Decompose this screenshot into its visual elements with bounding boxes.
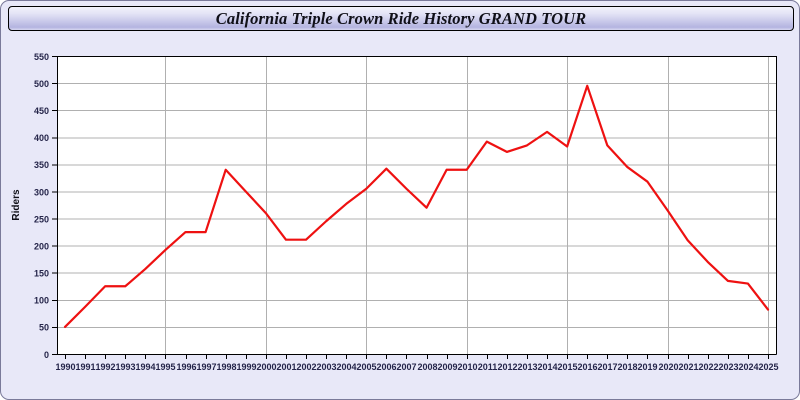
x-tick-label: 2025 xyxy=(758,362,778,372)
y-tick-label: 450 xyxy=(34,106,49,116)
x-tick-label: 2008 xyxy=(417,362,437,372)
x-tick-label: 2004 xyxy=(336,362,356,372)
y-tick-label: 250 xyxy=(34,214,49,224)
x-tick-label: 2014 xyxy=(537,362,557,372)
x-tick-label: 2013 xyxy=(517,362,537,372)
chart-title-bar: California Triple Crown Ride History GRA… xyxy=(8,6,794,31)
y-tick-label: 150 xyxy=(34,269,49,279)
y-tick-label: 50 xyxy=(39,323,49,333)
y-tick-label: 100 xyxy=(34,296,49,306)
x-tick-label: 2002 xyxy=(296,362,316,372)
x-tick-label: 2017 xyxy=(597,362,617,372)
x-tick-label: 2003 xyxy=(316,362,336,372)
x-tick-label: 2023 xyxy=(718,362,738,372)
riders-series-line xyxy=(63,84,770,329)
x-tick-label: 2005 xyxy=(356,362,376,372)
x-axis-ticks: 1990 1991 1992 1993 1994 1995 1996 1997 1998 1999… xyxy=(55,354,779,372)
x-tick-label: 2011 xyxy=(478,362,498,372)
x-tick-label: 2021 xyxy=(678,362,698,372)
x-tick-label: 1995 xyxy=(155,362,175,372)
x-tick-label: 2007 xyxy=(396,362,416,372)
x-tick-label: 2016 xyxy=(577,362,597,372)
x-tick-label: 1997 xyxy=(196,362,216,372)
x-tick-label: 2018 xyxy=(617,362,637,372)
x-tick-label: 2024 xyxy=(738,362,758,372)
x-tick-label: 1996 xyxy=(176,362,196,372)
x-tick-label: 2009 xyxy=(437,362,457,372)
y-axis-ticks: 0 50 100 150 200 250 300 350 400 450 500 550 xyxy=(34,52,57,360)
y-tick-label: 500 xyxy=(34,79,49,89)
x-tick-label: 2001 xyxy=(276,362,296,372)
x-tick-label: 2020 xyxy=(658,362,678,372)
x-tick-label: 1992 xyxy=(95,362,115,372)
y-tick-label: 550 xyxy=(34,52,49,62)
x-tick-label: 2006 xyxy=(376,362,396,372)
y-tick-label: 400 xyxy=(34,133,49,143)
x-tick-label: 2019 xyxy=(637,362,657,372)
x-tick-label: 1993 xyxy=(115,362,135,372)
plot-background xyxy=(57,56,776,354)
x-tick-label: 2000 xyxy=(256,362,276,372)
x-tick-label: 1991 xyxy=(75,362,95,372)
y-axis-label: Riders xyxy=(11,189,22,221)
x-tick-label: 2012 xyxy=(497,362,517,372)
x-tick-label: 2015 xyxy=(557,362,577,372)
x-tick-label: 2010 xyxy=(457,362,477,372)
page-title: California Triple Crown Ride History GRA… xyxy=(215,8,587,28)
x-gridlines xyxy=(165,56,769,354)
y-tick-label: 200 xyxy=(34,241,49,251)
x-tick-label: 1998 xyxy=(216,362,236,372)
y-tick-label: 0 xyxy=(44,350,49,360)
plot-area-container: 0 50 100 150 200 250 300 350 400 450 500 550 1990 19… xyxy=(1,34,799,399)
x-tick-label: 1999 xyxy=(236,362,256,372)
x-tick-label: 1994 xyxy=(135,362,155,372)
x-tick-label: 2022 xyxy=(698,362,718,372)
y-tick-label: 350 xyxy=(34,160,49,170)
x-tick-label: 1990 xyxy=(55,362,75,372)
y-tick-label: 300 xyxy=(34,187,49,197)
